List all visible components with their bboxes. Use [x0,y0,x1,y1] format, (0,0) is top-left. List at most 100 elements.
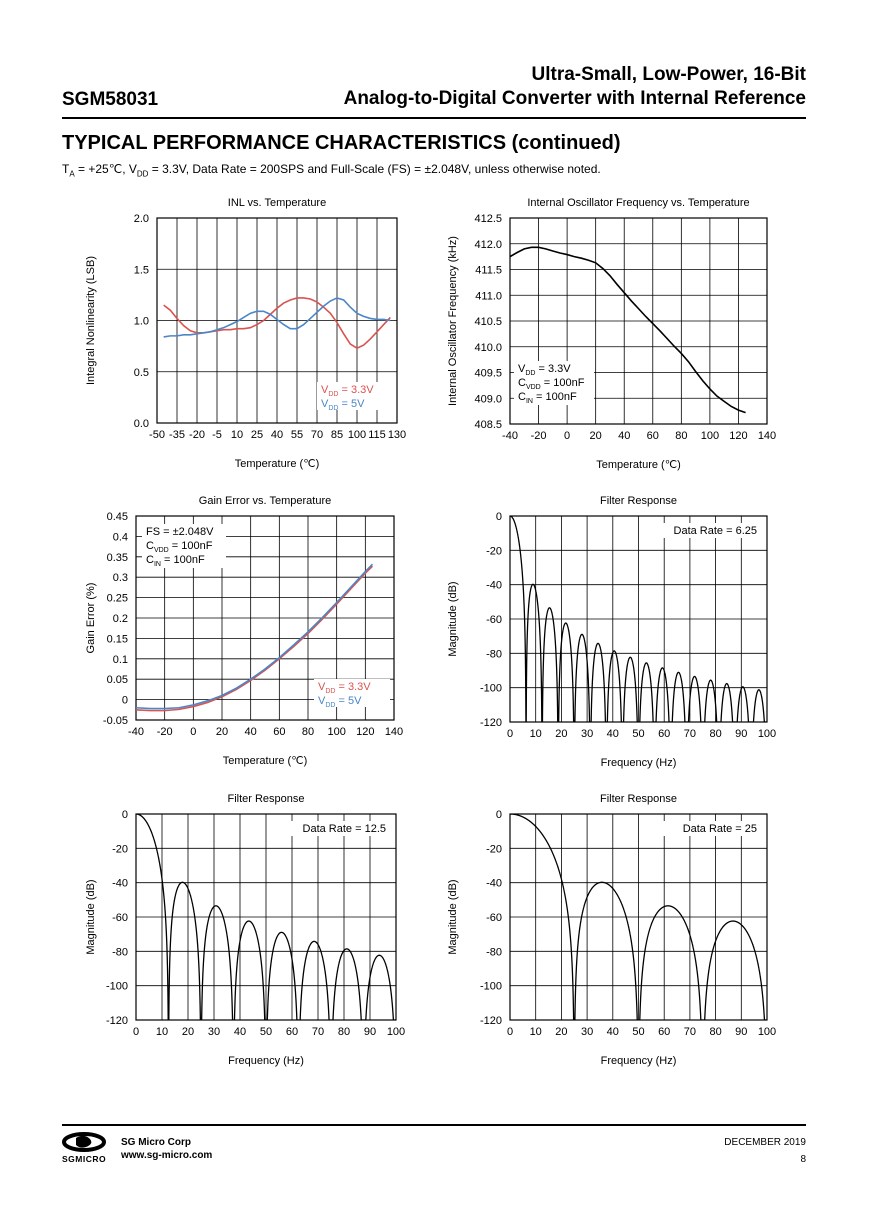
annotation-background [278,821,390,836]
x-tick-label: 10 [530,1026,542,1038]
x-tick-label: 120 [356,726,374,738]
x-tick-label: 55 [291,429,303,441]
y-tick-label: -20 [486,843,502,855]
x-tick-label: 70 [684,728,696,740]
y-tick-label: 0.5 [134,367,149,379]
annotation-text: VDD = 3.3V [518,363,571,377]
y-tick-label: 1.5 [134,264,149,276]
title-line-1: Ultra-Small, Low-Power, 16-Bit [531,64,807,85]
plot-frame [156,217,398,424]
chart-title: Filter Response [227,793,304,805]
part-number: SGM58031 [62,89,159,110]
x-axis-label: Temperature (℃) [223,755,308,767]
legend-background [317,382,393,410]
y-tick-label: 411.5 [475,265,502,277]
x-tick-label: 120 [729,430,747,442]
y-tick-label: -0.05 [103,715,128,727]
legend-entry: VDD = 3.3V [321,384,374,398]
legend-background [314,679,390,707]
section-title: TYPICAL PERFORMANCE CHARACTERISTICS (con… [62,132,621,154]
series-line [135,565,374,712]
x-tick-label: 50 [632,728,644,740]
response-curve [510,516,767,722]
y-tick-label: -20 [112,843,128,855]
x-tick-label: 20 [216,726,228,738]
x-tick-label: 70 [311,429,323,441]
y-tick-label: 0.05 [107,674,128,686]
filter-response-12-5-chart: Filter Response 0 10 20 30 40 50 60 70 80 90 100 0 -2… [78,786,423,1071]
x-tick-label: 100 [348,429,366,441]
x-axis-label: Temperature (℃) [596,459,681,471]
x-tick-label: -50 [149,429,165,441]
inl-vs-temperature-chart: INL vs. Temperature -50 -35 -20 -5 10 25 40 55 70… [78,190,423,475]
legend-entry: VDD = 5V [321,398,365,412]
y-tick-label: 408.5 [474,419,502,431]
y-tick-label: 0.0 [134,418,149,430]
y-tick-label: 409.5 [474,368,502,380]
x-tick-label: 50 [632,1026,644,1038]
chart-title: Filter Response [600,793,677,805]
x-tick-label: 20 [182,1026,194,1038]
y-tick-label: -100 [480,981,502,993]
annotation-text: CIN = 100nF [146,554,205,568]
series-line [163,297,391,338]
x-tick-label: 0 [564,430,570,442]
x-tick-label: -20 [189,429,205,441]
series-line [509,246,746,414]
annotation-background [142,524,226,568]
filter-response-6-25-chart: Filter Response 0 10 20 30 40 50 60 70 80 90 100 0 -2… [440,488,785,773]
x-tick-label: 20 [555,1026,567,1038]
y-tick-label: -60 [486,614,502,626]
response-curve [510,814,767,1020]
y-tick-label: 410.0 [474,342,502,354]
series-line [135,563,374,710]
page-number: 8 [800,1154,806,1165]
y-tick-label: 0.45 [107,511,128,523]
y-tick-label: 412.0 [474,239,502,251]
plot-frame [135,515,395,721]
x-tick-label: 40 [618,430,630,442]
y-tick-label: -80 [486,946,502,958]
x-tick-label: 60 [286,1026,298,1038]
y-tick-label: 409.0 [474,393,502,405]
x-tick-label: 85 [331,429,343,441]
annotation-background [649,523,761,538]
x-tick-label: 90 [735,1026,747,1038]
x-tick-label: 100 [758,1026,776,1038]
x-tick-label: 100 [327,726,345,738]
y-tick-label: 0 [122,695,128,707]
y-tick-label: -120 [106,1015,128,1027]
oscillator-frequency-chart: Internal Oscillator Frequency vs. Temper… [440,190,785,475]
legend-entry: VDD = 5V [318,695,362,709]
filter-response-25-chart: Filter Response 0 10 20 30 40 50 60 70 80 90 100 0 -2… [440,786,785,1071]
x-axis-label: Temperature (℃) [235,458,320,470]
x-tick-label: 0 [507,1026,513,1038]
x-tick-label: 130 [388,429,406,441]
x-tick-label: 115 [368,429,386,441]
x-tick-label: 30 [208,1026,220,1038]
x-tick-label: 60 [658,1026,670,1038]
chart-title: INL vs. Temperature [228,197,326,209]
x-tick-label: -20 [157,726,173,738]
y-axis-label: Magnitude (dB) [447,581,459,656]
y-axis-label: Gain Error (%) [85,583,97,654]
x-tick-label: 80 [709,1026,721,1038]
x-tick-label: 60 [647,430,659,442]
annotation-text: CIN = 100nF [518,391,577,405]
annotation-text: FS = ±2.048V [146,526,214,538]
y-tick-label: 0.15 [107,633,128,645]
y-tick-label: 411.0 [475,290,502,302]
x-tick-label: 100 [387,1026,405,1038]
x-tick-label: 90 [364,1026,376,1038]
x-tick-label: 20 [590,430,602,442]
x-axis-label: Frequency (Hz) [601,1055,677,1067]
x-tick-label: 0 [133,1026,139,1038]
x-tick-label: 10 [530,728,542,740]
x-tick-label: 60 [273,726,285,738]
y-tick-label: 0.4 [113,531,128,543]
x-tick-label: 40 [607,728,619,740]
chart-title: Filter Response [600,495,677,507]
x-tick-label: 30 [581,1026,593,1038]
y-tick-label: 410.5 [474,316,502,328]
x-tick-label: -35 [169,429,185,441]
